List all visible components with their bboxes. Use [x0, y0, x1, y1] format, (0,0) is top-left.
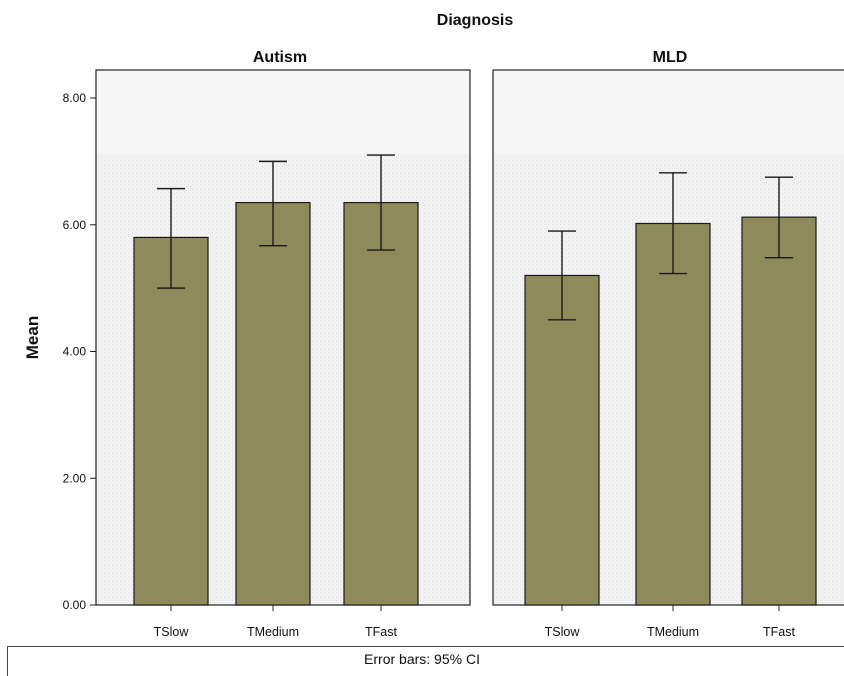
bar	[635, 222, 711, 606]
y-axis-label: Mean	[23, 316, 42, 359]
bar	[343, 201, 419, 606]
y-tick-label: 0.00	[63, 598, 87, 612]
x-tick-label: TMedium	[247, 625, 299, 639]
y-tick-label: 6.00	[63, 218, 87, 232]
bar	[235, 201, 311, 606]
y-tick-label: 8.00	[63, 91, 87, 105]
y-tick-label: 2.00	[63, 471, 87, 485]
bar	[741, 216, 817, 606]
bar	[133, 236, 209, 606]
bar	[524, 274, 600, 606]
chart-title: Diagnosis	[437, 12, 514, 29]
x-tick-label: TSlow	[154, 625, 190, 639]
footnote-text: Error bars: 95% CI	[364, 651, 480, 667]
y-tick-label: 4.00	[63, 345, 87, 359]
x-tick-label: TSlow	[545, 625, 581, 639]
x-tick-label: TFast	[763, 625, 795, 639]
panel-background	[493, 70, 844, 154]
panel-background	[96, 70, 470, 154]
x-tick-label: TMedium	[647, 625, 699, 639]
x-tick-label: TFast	[365, 625, 397, 639]
footnote-box	[7, 646, 844, 676]
panel-title: Autism	[253, 49, 307, 66]
panel-title: MLD	[653, 49, 688, 66]
